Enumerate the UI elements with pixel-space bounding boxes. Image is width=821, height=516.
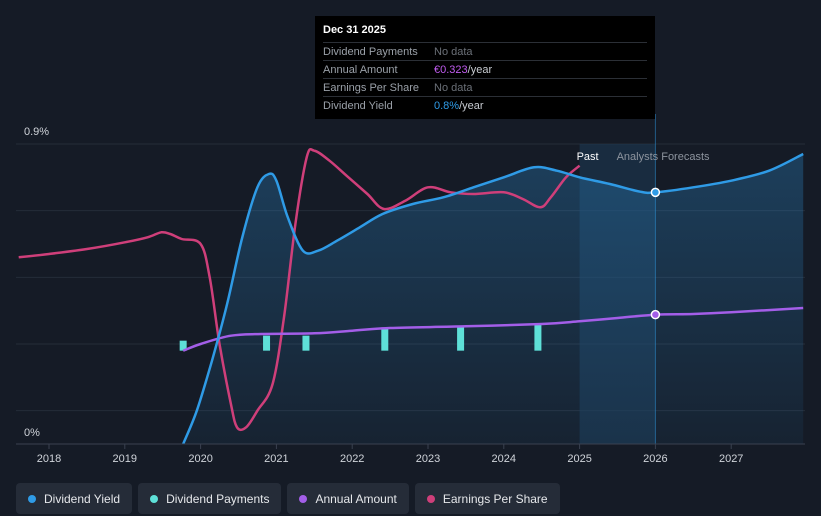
- y-axis-min-label: 0%: [24, 427, 40, 439]
- tooltip-row-annual-amount: Annual Amount €0.323/year: [323, 60, 647, 78]
- tooltip-label: Dividend Payments: [323, 45, 418, 58]
- x-tick-label: 2027: [719, 453, 743, 465]
- tooltip: Dec 31 2025 Dividend Payments No data An…: [315, 16, 655, 119]
- x-axis-ticks: 2018 2019 2020 2021 2022 2023 2024 2025 2026 2027: [37, 444, 743, 465]
- dividend-yield-marker: [650, 187, 661, 198]
- legend-dot-icon: [426, 494, 435, 503]
- annual-amount-marker: [650, 309, 661, 320]
- tooltip-value: No data: [434, 81, 473, 94]
- legend-label: Annual Amount: [315, 491, 397, 506]
- tooltip-label: Dividend Yield: [323, 99, 393, 112]
- past-label: Past: [577, 151, 599, 163]
- x-tick-label: 2018: [37, 453, 61, 465]
- x-tick-label: 2026: [643, 453, 667, 465]
- dividend-yield-area: [183, 154, 804, 444]
- x-tick-label: 2025: [567, 453, 591, 465]
- legend-item-dividend-payments[interactable]: Dividend Payments: [138, 483, 282, 514]
- tooltip-value: 0.8%: [434, 99, 460, 112]
- legend-label: Dividend Payments: [166, 491, 270, 506]
- dividend-payments-bars: [179, 324, 542, 351]
- legend-label: Earnings Per Share: [442, 491, 548, 506]
- tooltip-unit: /year: [459, 99, 484, 112]
- tooltip-date: Dec 31 2025: [323, 24, 386, 36]
- tooltip-value: €0.323: [434, 63, 468, 76]
- analysts-forecasts-label: Analysts Forecasts: [617, 151, 710, 163]
- legend-label: Dividend Yield: [44, 491, 121, 506]
- dividend-payment-bar: [381, 329, 389, 351]
- earnings-per-share-line: [18, 147, 581, 432]
- dividend-payment-bar: [263, 335, 271, 351]
- tooltip-label: Annual Amount: [323, 63, 398, 76]
- x-tick-label: 2021: [264, 453, 288, 465]
- legend-dot-icon: [150, 494, 159, 503]
- x-tick-label: 2019: [113, 453, 137, 465]
- series-markers: [650, 187, 661, 320]
- tooltip-value: No data: [434, 45, 473, 58]
- tooltip-row-dividend-yield: Dividend Yield 0.8%/year: [323, 96, 647, 114]
- dividend-payment-bar: [179, 340, 187, 351]
- legend-item-dividend-yield[interactable]: Dividend Yield: [16, 483, 133, 514]
- tooltip-row-earnings-per-share: Earnings Per Share No data: [323, 78, 647, 96]
- chart-legend: Dividend Yield Dividend Payments Annual …: [16, 483, 560, 514]
- x-tick-label: 2022: [340, 453, 364, 465]
- legend-item-annual-amount[interactable]: Annual Amount: [287, 483, 409, 514]
- dividend-payment-bar: [457, 326, 465, 351]
- tooltip-label: Earnings Per Share: [323, 81, 419, 94]
- x-tick-label: 2020: [188, 453, 212, 465]
- dividend-payment-bar: [534, 324, 542, 351]
- annual-amount-line: [182, 306, 804, 352]
- y-axis-max-label: 0.9%: [24, 126, 49, 138]
- tooltip-unit: /year: [467, 63, 493, 76]
- legend-dot-icon: [28, 494, 36, 503]
- legend-dot-icon: [299, 494, 308, 503]
- x-tick-label: 2023: [416, 453, 440, 465]
- dividend-payment-bar: [302, 335, 310, 351]
- legend-item-earnings-per-share[interactable]: Earnings Per Share: [414, 483, 560, 514]
- x-tick-label: 2024: [492, 453, 516, 465]
- dividend-yield-line: [182, 152, 804, 445]
- tooltip-row-dividend-payments: Dividend Payments No data: [323, 42, 647, 60]
